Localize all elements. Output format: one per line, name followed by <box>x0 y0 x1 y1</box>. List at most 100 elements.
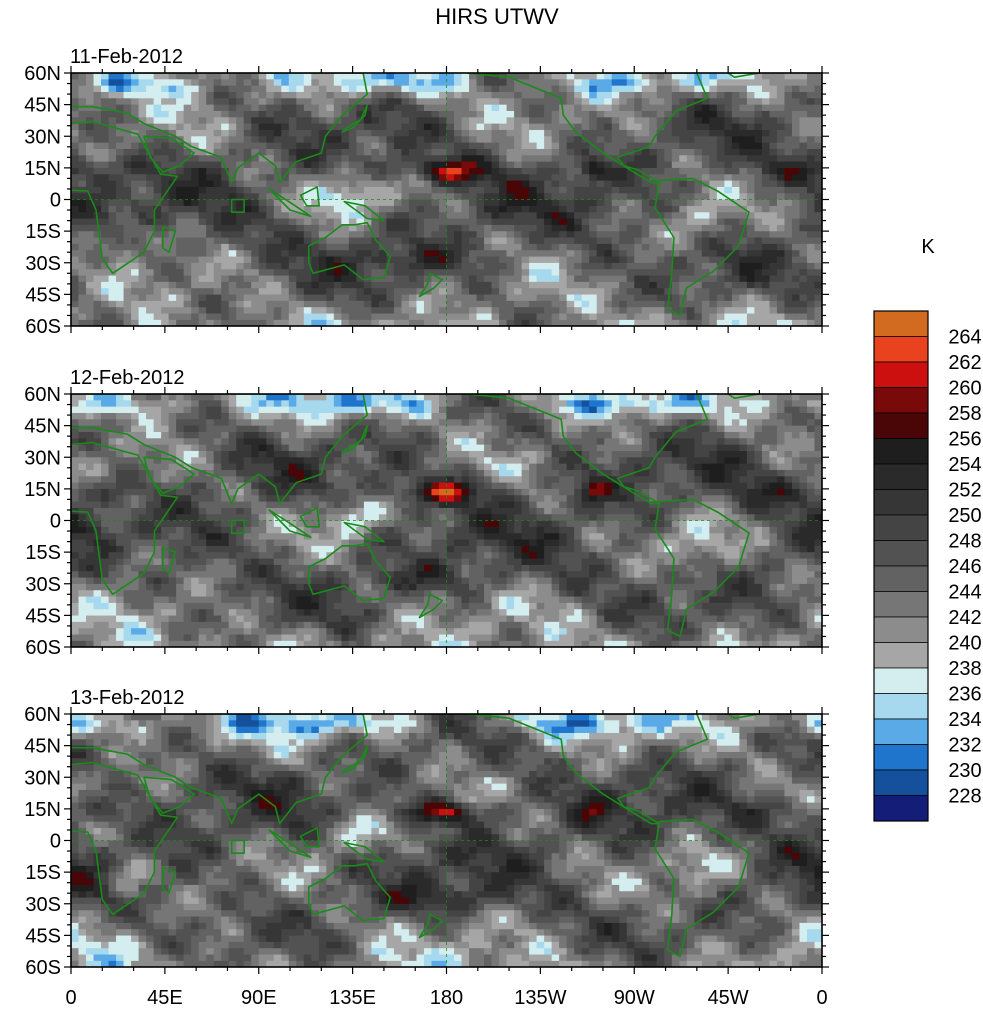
colorbar-swatch <box>873 489 929 516</box>
coastline-path <box>162 226 177 253</box>
map-panel-1: 60N 45N 30N 15N 0 15S 30S 45S 60S 11-Feb-2012 <box>24 46 829 338</box>
colorbar-swatch <box>873 693 929 720</box>
colorbar-swatch <box>873 565 929 592</box>
coastline-path <box>71 120 179 275</box>
coastline-path <box>299 827 320 848</box>
colorbar-swatch <box>873 412 929 439</box>
coastline-path <box>418 593 444 619</box>
coastline-path <box>343 841 385 863</box>
coastline-path <box>341 424 368 454</box>
colorbar-swatch <box>873 616 929 643</box>
coastline-path <box>727 714 761 719</box>
coastline-path <box>466 73 709 184</box>
coastline-path <box>268 509 312 539</box>
y-tick-label: 30S <box>25 253 61 275</box>
colorbar-label: 244 <box>948 582 981 604</box>
y-tick-label: 30N <box>24 447 61 469</box>
x-tick-label: 135E <box>329 987 376 1009</box>
x-tick-label: 135W <box>514 987 566 1009</box>
box-marker <box>230 519 245 534</box>
coastline-path <box>727 73 761 78</box>
colorbar-label: 260 <box>948 378 981 400</box>
y-tick-label: 45S <box>25 284 61 306</box>
y-tick-label: 60S <box>25 637 61 659</box>
colorbar-label: 252 <box>948 480 981 502</box>
coastline-path <box>308 221 391 281</box>
y-tick-label: 45S <box>25 605 61 627</box>
colorbar-frame <box>873 310 929 822</box>
y-tick-label: 60N <box>24 63 61 85</box>
x-tick-label: 180 <box>430 987 463 1009</box>
colorbar-swatch <box>873 795 929 822</box>
coastline-path <box>71 394 368 505</box>
colorbar-label: 256 <box>948 429 981 451</box>
ticks <box>64 387 829 654</box>
y-tick-label: 15S <box>25 862 61 884</box>
ticks <box>64 707 829 974</box>
coastline-path <box>727 394 761 399</box>
y-tick-label: 15S <box>25 542 61 564</box>
colorbar-swatch <box>873 310 929 337</box>
coastline-path <box>341 103 368 133</box>
colorbar-swatch <box>873 744 929 771</box>
colorbar-label: 238 <box>948 658 981 680</box>
coastline-path <box>341 744 368 774</box>
x-tick-label: 45W <box>708 987 749 1009</box>
coastline-path <box>466 714 709 825</box>
map-panel-2: 60N 45N 30N 15N 0 15S 30S 45S 60S 12-Feb-2012 <box>24 367 829 659</box>
colorbar-swatch <box>873 336 929 363</box>
contour-field <box>71 394 822 647</box>
ticks <box>64 66 829 333</box>
contour-field <box>71 714 822 967</box>
colorbar-swatch <box>873 438 929 465</box>
coastline-path <box>143 135 195 173</box>
y-tick-label: 60S <box>25 957 61 979</box>
coastline-path <box>654 177 750 317</box>
y-tick-label: 30N <box>24 126 61 148</box>
x-tick-label: 0 <box>816 987 827 1009</box>
colorbar-label: 250 <box>948 505 981 527</box>
colorbar-swatch <box>873 667 929 694</box>
colorbar-units-label: K <box>921 236 935 258</box>
colorbar-label: 228 <box>948 786 981 808</box>
contour-field <box>71 73 822 326</box>
y-tick-label: 15N <box>24 158 61 180</box>
y-tick-label: 30S <box>25 574 61 596</box>
coastline-path <box>162 547 177 574</box>
x-axis-labels: 0 45E 90E 135E 180 135W 90W 45W 0 <box>65 987 827 1009</box>
x-tick-label: 0 <box>65 987 76 1009</box>
colorbar-label: 242 <box>948 607 981 629</box>
coastline-path <box>299 507 320 528</box>
colorbar-label: 264 <box>948 327 981 349</box>
colorbar-swatch <box>873 387 929 414</box>
colorbar-label: 236 <box>948 684 981 706</box>
y-tick-label: 0 <box>50 190 61 212</box>
coastline-path <box>308 542 391 602</box>
x-tick-label: 90W <box>614 987 655 1009</box>
coastline-path <box>343 521 385 543</box>
colorbar-swatch <box>873 514 929 541</box>
colorbar-label: 230 <box>948 760 981 782</box>
coastlines <box>71 714 761 958</box>
coastline-path <box>654 498 750 638</box>
y-tick-label: 45N <box>24 736 61 758</box>
panel-date-label: 11-Feb-2012 <box>70 46 183 68</box>
coastline-path <box>71 714 368 825</box>
coastline-path <box>268 188 312 218</box>
y-tick-label: 0 <box>50 831 61 853</box>
colorbar-swatch <box>873 463 929 490</box>
coastlines <box>71 73 761 317</box>
panels: 60N 45N 30N 15N 0 15S 30S 45S 60S 11-Feb-2012 60N 4… <box>24 46 829 1009</box>
y-tick-label: 0 <box>50 511 61 533</box>
panel-date-label: 13-Feb-2012 <box>70 687 185 709</box>
box-marker <box>230 839 245 854</box>
colorbar-swatch <box>873 540 929 567</box>
colorbar-label: 248 <box>948 531 981 553</box>
box-marker <box>230 198 245 213</box>
coastline-path <box>299 186 320 207</box>
y-tick-label: 15N <box>24 799 61 821</box>
coastline-path <box>343 200 385 222</box>
colorbar: K 264 262 260 258 256 254 252 250 248 246 244 242 24… <box>873 236 982 822</box>
y-tick-label: 60N <box>24 384 61 406</box>
